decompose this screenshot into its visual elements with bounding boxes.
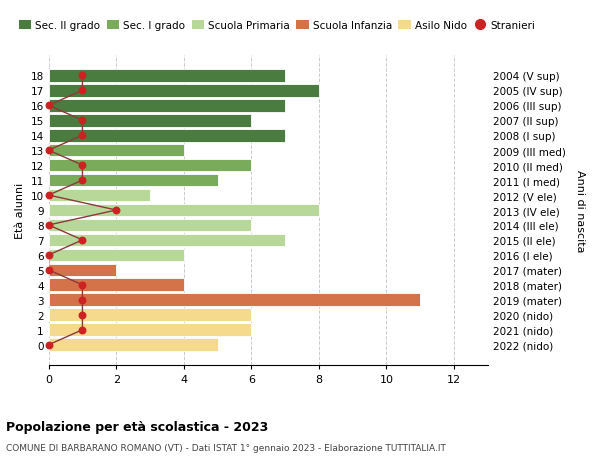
Bar <box>49 219 251 232</box>
Point <box>44 192 53 199</box>
Bar <box>49 189 150 202</box>
Point <box>77 281 87 289</box>
Point <box>77 73 87 80</box>
Bar <box>49 174 218 187</box>
Bar <box>49 234 285 247</box>
Bar <box>49 85 319 97</box>
Point <box>77 237 87 244</box>
Point <box>44 341 53 349</box>
Bar <box>49 324 251 336</box>
Bar <box>49 339 218 351</box>
Point <box>77 326 87 334</box>
Point <box>44 147 53 155</box>
Text: COMUNE DI BARBARANO ROMANO (VT) - Dati ISTAT 1° gennaio 2023 - Elaborazione TUTT: COMUNE DI BARBARANO ROMANO (VT) - Dati I… <box>6 443 446 452</box>
Y-axis label: Anni di nascita: Anni di nascita <box>575 169 585 252</box>
Point <box>77 297 87 304</box>
Point <box>44 222 53 229</box>
Legend: Sec. II grado, Sec. I grado, Scuola Primaria, Scuola Infanzia, Asilo Nido, Stran: Sec. II grado, Sec. I grado, Scuola Prim… <box>19 21 535 31</box>
Bar <box>49 70 285 83</box>
Bar <box>49 264 116 277</box>
Bar <box>49 100 285 112</box>
Point <box>77 311 87 319</box>
Bar <box>49 309 251 321</box>
Point <box>44 252 53 259</box>
Bar <box>49 249 184 262</box>
Bar <box>49 294 420 307</box>
Point <box>77 117 87 124</box>
Point <box>77 177 87 185</box>
Point <box>77 87 87 95</box>
Point <box>77 162 87 169</box>
Bar <box>49 129 285 142</box>
Point <box>77 132 87 140</box>
Point <box>44 102 53 110</box>
Y-axis label: Età alunni: Età alunni <box>15 183 25 239</box>
Text: Popolazione per età scolastica - 2023: Popolazione per età scolastica - 2023 <box>6 420 268 433</box>
Bar <box>49 115 251 127</box>
Bar <box>49 145 184 157</box>
Bar <box>49 204 319 217</box>
Bar <box>49 279 184 291</box>
Bar <box>49 159 251 172</box>
Point <box>44 267 53 274</box>
Point <box>112 207 121 214</box>
